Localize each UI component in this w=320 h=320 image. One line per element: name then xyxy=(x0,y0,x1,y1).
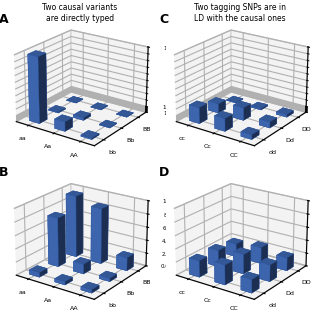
Text: C: C xyxy=(159,13,168,26)
Text: B: B xyxy=(0,166,9,180)
Text: Two tagging SNPs are in
LD with the causal ones: Two tagging SNPs are in LD with the caus… xyxy=(194,3,286,23)
Text: A: A xyxy=(0,13,9,26)
Text: Two causal variants
are directly typed: Two causal variants are directly typed xyxy=(42,3,118,23)
Text: D: D xyxy=(159,166,169,180)
